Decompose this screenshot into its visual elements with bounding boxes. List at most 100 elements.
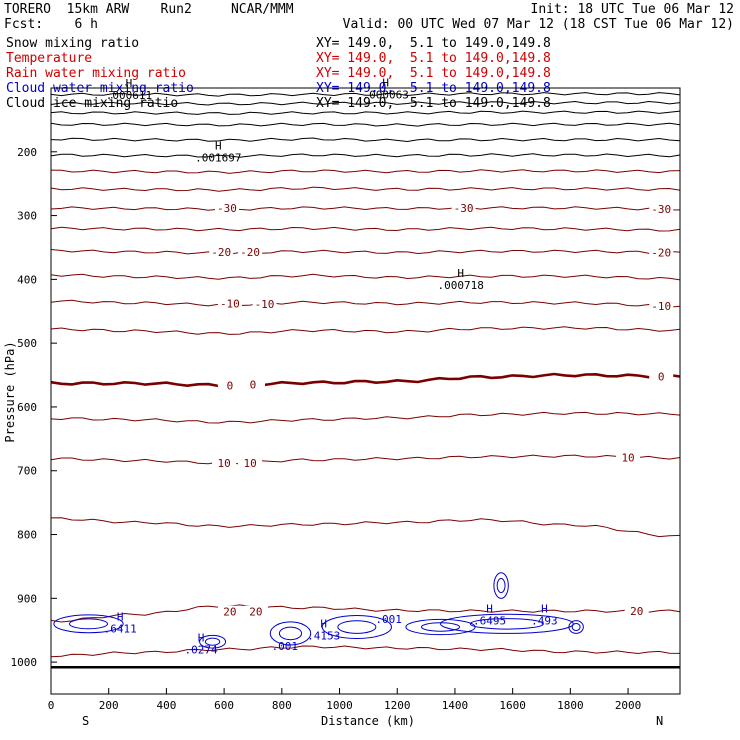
temperature-label: 20 — [249, 606, 262, 619]
temperature-label: -20 — [651, 247, 671, 260]
extremum-symbol: H — [198, 631, 205, 644]
y-tick-label: 700 — [17, 465, 37, 478]
cloud-water-contour — [440, 613, 574, 634]
extremum-value: .000063 — [363, 88, 409, 101]
contour-line — [50, 299, 681, 308]
extremum-value: .0274 — [184, 643, 217, 656]
x-tick-label: 1800 — [557, 699, 584, 712]
label-mask — [649, 203, 674, 216]
y-tick-label: 600 — [17, 401, 37, 414]
cloud-water-contour — [337, 620, 377, 634]
contour-line — [50, 100, 681, 106]
x-tick-label: 2000 — [615, 699, 642, 712]
label-mask — [215, 201, 240, 214]
contour-line — [50, 110, 681, 115]
x-axis-label: Distance (km) — [321, 714, 415, 728]
contour-line — [50, 249, 681, 255]
extremum-symbol: H — [382, 76, 389, 89]
y-tick-label: 1000 — [11, 656, 38, 669]
label-mask — [649, 370, 674, 383]
cloud-water-contour — [496, 578, 506, 594]
y-tick-label: 500 — [17, 337, 37, 350]
field-name-cloud-ice: Cloud ice mixing ratio — [6, 96, 179, 111]
extremum-value: .4153 — [307, 629, 340, 642]
temperature-label: 0 — [250, 379, 257, 392]
field-name-rain: Rain water mixing ratio — [6, 66, 187, 81]
label-mask — [616, 451, 641, 464]
contour-line — [50, 326, 681, 335]
y-tick-label: 300 — [17, 210, 37, 223]
label-mask — [451, 201, 476, 214]
x-tick-label: 1200 — [384, 699, 411, 712]
extremum-symbol: H — [215, 140, 222, 153]
init-time: Init: 18 UTC Tue 06 Mar 12 — [530, 2, 735, 17]
plot-frame — [50, 87, 681, 695]
extremum-symbol: H — [457, 267, 464, 280]
label-mask — [217, 379, 242, 392]
label-mask — [238, 457, 263, 470]
contour-line — [50, 153, 681, 158]
extremum-value: .000718 — [438, 279, 484, 292]
y-tick-label: 400 — [17, 273, 37, 286]
label-mask — [238, 245, 263, 258]
contour-line — [50, 226, 681, 232]
extremum-value: .001697 — [195, 152, 241, 165]
extremum-symbol: H — [117, 610, 124, 623]
label-mask — [624, 605, 649, 618]
temperature-label: -10 — [220, 298, 240, 311]
temperature-label: 20 — [223, 606, 236, 619]
contour-line — [50, 137, 681, 143]
contour-line — [50, 645, 681, 658]
cloud-water-contour — [204, 637, 221, 646]
temperature-label: -10 — [651, 300, 671, 313]
x-tick-label: 200 — [99, 699, 119, 712]
valid-time: Valid: 00 UTC Wed 07 Mar 12 (18 CST Tue … — [342, 17, 734, 32]
label-mask — [252, 298, 277, 311]
x-tick-label: 600 — [214, 699, 234, 712]
label-mask — [212, 457, 237, 470]
y-axis-label: Pressure (hPa) — [3, 341, 17, 442]
extremum-value: .001 — [375, 613, 402, 626]
cloud-water-contour — [405, 618, 476, 636]
contour-line — [50, 169, 681, 174]
y-tick-label: 900 — [17, 592, 37, 605]
temperature-label: -30 — [454, 202, 474, 215]
label-mask — [243, 605, 268, 618]
cloud-water-contour — [493, 572, 509, 599]
cloud-water-contour — [68, 618, 109, 630]
y-tick-label: 200 — [17, 146, 37, 159]
extremum-value: .6411 — [104, 622, 137, 635]
label-mask — [649, 246, 674, 259]
contour-line — [50, 454, 681, 465]
field-xy-temperature: XY= 149.0, 5.1 to 149.0,149.8 — [316, 51, 551, 66]
extremum-value: .000611 — [106, 89, 152, 102]
x-end-right: N — [656, 714, 663, 728]
field-xy-snow: XY= 149.0, 5.1 to 149.0,149.8 — [316, 36, 551, 51]
temperature-label: 10 — [621, 451, 634, 464]
contour-line — [50, 186, 681, 192]
cloud-water-contour — [199, 634, 227, 649]
field-xy-cloud-ice: XY= 149.0, 5.1 to 149.0,149.8 — [316, 96, 551, 111]
cloud-water-contours — [53, 572, 584, 649]
temperature-label: -10 — [255, 298, 275, 311]
label-mask — [209, 245, 234, 258]
extremum-symbol: H — [541, 603, 548, 616]
label-mask — [217, 605, 242, 618]
temperature-label: -20 — [240, 246, 260, 259]
field-xy-rain: XY= 149.0, 5.1 to 149.0,149.8 — [316, 66, 551, 81]
x-tick-label: 1000 — [326, 699, 353, 712]
contour-line — [50, 411, 681, 424]
cloud-water-contour — [321, 615, 392, 640]
temperature-contours — [50, 92, 681, 669]
cloud-water-contour — [269, 621, 312, 646]
axes: 0 200 400 600 800 1000 1200 1400 1600 1800 2000200… — [11, 146, 642, 712]
contour-line — [50, 372, 681, 388]
y-tick-label: 800 — [17, 529, 37, 542]
contour-labels: -30 -30 -30 -20 -20 -20 -10 -10 -10 0 0 0 10 10 10 20 20… — [104, 76, 674, 656]
extremum-value: .6495 — [473, 615, 506, 628]
field-name-snow: Snow mixing ratio — [6, 36, 140, 51]
extremum-symbol: H — [126, 77, 133, 90]
temperature-label: -30 — [217, 202, 237, 215]
extremum-symbol: H — [320, 617, 327, 630]
